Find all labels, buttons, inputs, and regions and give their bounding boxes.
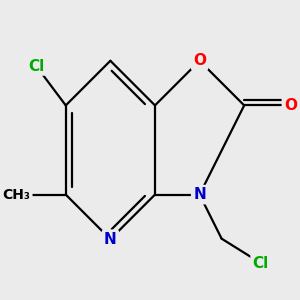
Text: CH₃: CH₃: [3, 188, 31, 202]
Text: N: N: [193, 187, 206, 202]
Text: N: N: [104, 232, 117, 247]
Text: O: O: [193, 53, 206, 68]
Text: Cl: Cl: [28, 58, 44, 74]
Text: O: O: [284, 98, 297, 113]
Text: Cl: Cl: [253, 256, 269, 271]
